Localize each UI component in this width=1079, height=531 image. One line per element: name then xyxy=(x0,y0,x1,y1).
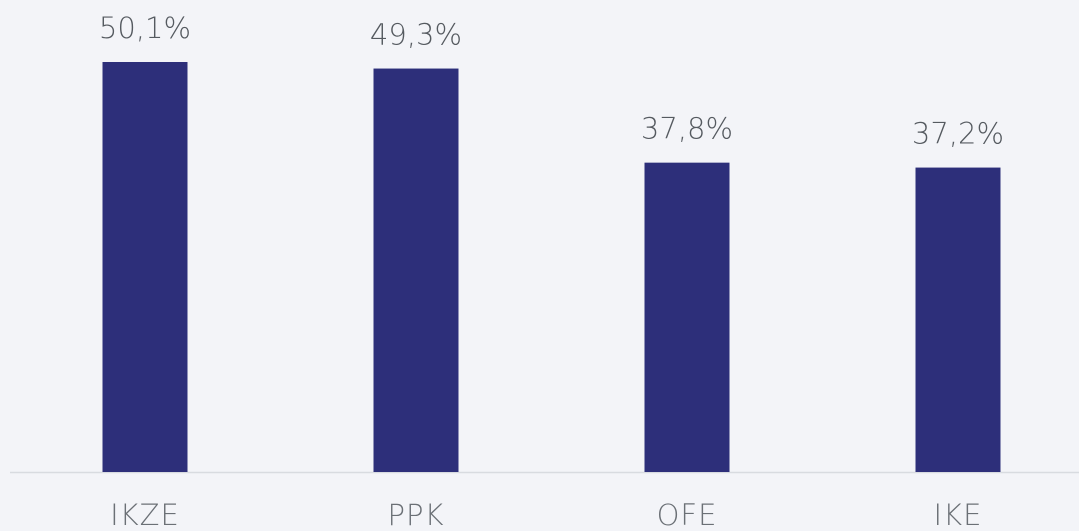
x-tick-label: OFE xyxy=(657,498,718,531)
value-label: 37,2% xyxy=(912,117,1004,151)
x-tick-label: IKZE xyxy=(110,498,180,531)
bar xyxy=(373,68,459,472)
x-tick-label: IKE xyxy=(934,498,983,531)
value-label: 49,3% xyxy=(370,18,462,52)
x-tick-label: PPK xyxy=(388,498,445,531)
bar xyxy=(644,162,730,472)
value-label: 37,8% xyxy=(641,112,733,146)
bar xyxy=(102,62,188,472)
value-label: 50,1% xyxy=(99,11,191,45)
bar xyxy=(915,167,1001,473)
